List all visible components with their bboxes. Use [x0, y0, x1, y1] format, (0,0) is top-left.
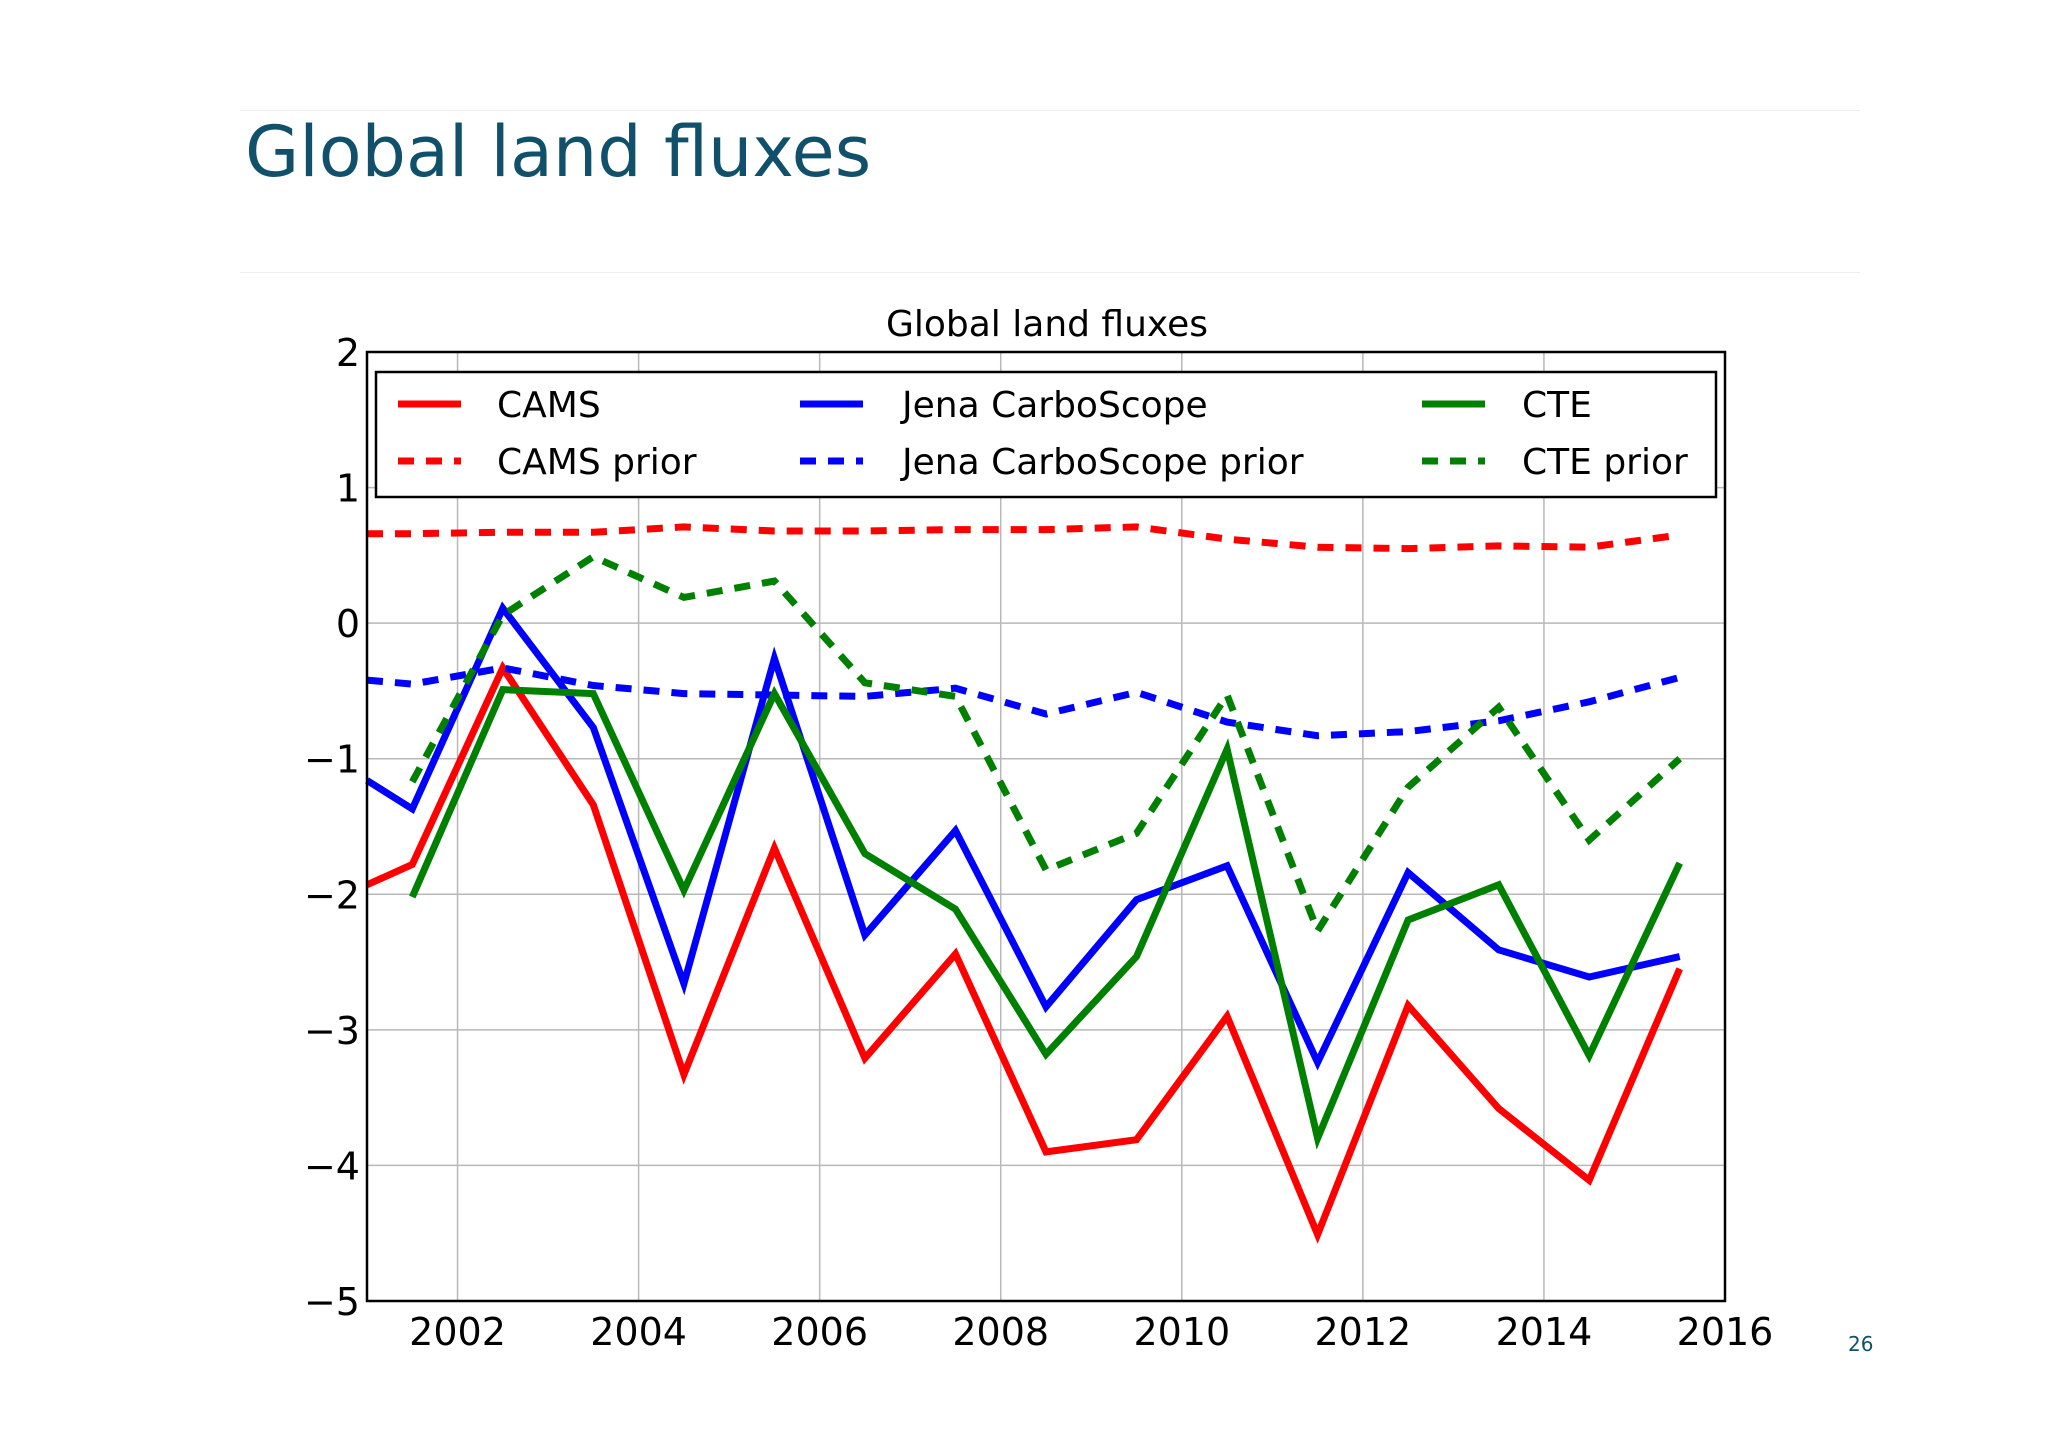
- chart-legend: CAMS CAMS prior Jena CarboScope Jena CarboS…: [374, 370, 1718, 499]
- y-tick-label: 2: [336, 331, 360, 375]
- slide-title: Global land fluxes: [245, 111, 872, 193]
- x-tick-label: 2002: [409, 1310, 506, 1354]
- chart-title: Global land fluxes: [886, 304, 1208, 345]
- legend-label: CAMS: [497, 385, 601, 426]
- y-tick-label: −5: [304, 1280, 360, 1324]
- series-line-jena-carboscope: [365, 601, 1681, 1071]
- page-number: 26: [1848, 1332, 1874, 1356]
- x-tick-label: 2010: [1133, 1310, 1230, 1354]
- legend-label: Jena CarboScope: [900, 385, 1208, 426]
- y-tick-label: −2: [304, 873, 360, 917]
- legend-label: CTE prior: [1522, 442, 1688, 483]
- header-divider: [240, 110, 1860, 111]
- y-axis-ticks: 2 1 0 −1 −2 −3 −4 −5: [304, 331, 360, 1324]
- y-tick-label: 0: [336, 602, 360, 646]
- y-tick-label: −4: [304, 1144, 360, 1188]
- y-tick-label: −1: [304, 738, 360, 782]
- x-tick-label: 2016: [1677, 1310, 1774, 1354]
- legend-box: [374, 370, 1718, 499]
- series-line-cams: [365, 660, 1683, 1244]
- title-divider: [240, 272, 1860, 273]
- y-tick-label: −3: [304, 1009, 360, 1053]
- legend-label: Jena CarboScope prior: [900, 442, 1304, 483]
- series-line-cams-prior: [367, 523, 1681, 553]
- legend-label: CAMS prior: [497, 442, 697, 483]
- x-axis-ticks: 2002 2004 2006 2008 2010 2012 2014 2016: [409, 1310, 1773, 1354]
- x-tick-label: 2012: [1315, 1310, 1412, 1354]
- y-tick-label: 1: [336, 467, 360, 511]
- series-line-jena-carboscope-prior: [366, 664, 1681, 740]
- chart-series: [365, 523, 1683, 1244]
- legend-label: CTE: [1522, 385, 1592, 426]
- x-tick-label: 2014: [1496, 1310, 1593, 1354]
- plot-frame: [365, 350, 1727, 1303]
- x-tick-label: 2004: [590, 1310, 687, 1354]
- x-tick-label: 2008: [952, 1310, 1049, 1354]
- x-tick-label: 2006: [771, 1310, 868, 1354]
- series-line-cte: [409, 685, 1683, 1150]
